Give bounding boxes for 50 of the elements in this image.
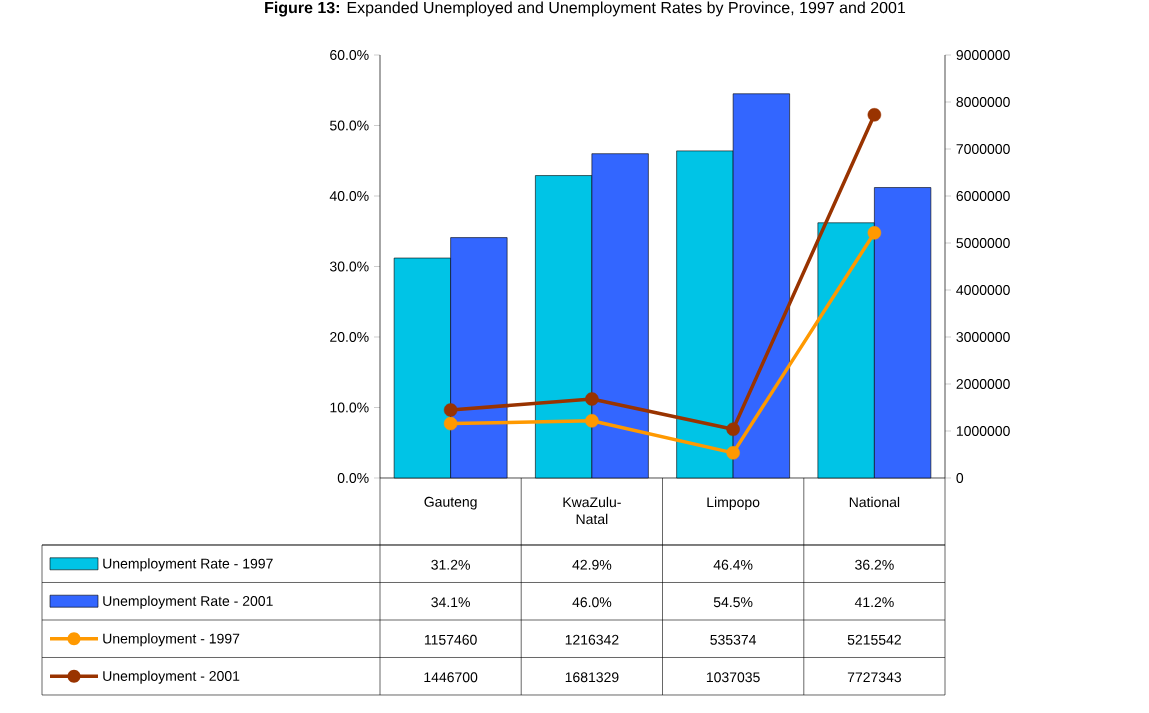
data-label: 535374 (710, 634, 757, 645)
legend-label: Unemployment Rate - 1997 (103, 558, 273, 572)
y2-tick-label: 5000000 (956, 238, 1010, 248)
chart-title: Figure 13: Expanded Unemployed and Unemployment Rates by Province, 1997 and 2001 (265, 1, 906, 17)
y2-tick-label: 4000000 (956, 285, 1010, 295)
legend-label: Unemployment - 2001 (103, 670, 240, 684)
y2-tick-label: 2000000 (956, 379, 1010, 389)
point (443, 416, 458, 431)
point (867, 108, 882, 122)
y-tick-label: 0.0% (337, 473, 369, 483)
point (585, 392, 599, 406)
y2-tick-label: 9000000 (956, 50, 1010, 60)
y2-tick-label: 0 (956, 473, 964, 483)
y-tick-label: 40.0% (329, 191, 369, 201)
y2-tick-label: 7000000 (956, 144, 1010, 154)
y-tick-label: 60.0% (330, 50, 369, 60)
point (585, 414, 599, 428)
y2-tick-label: 6000000 (956, 191, 1010, 201)
data-label: 36.2% (855, 559, 894, 570)
legend-label: Unemployment Rate - 2001 (103, 595, 273, 609)
data-label: 1216342 (565, 634, 619, 645)
data-label: 5215542 (847, 634, 901, 645)
data-label: 46.0% (572, 597, 612, 608)
y2-tick-label: 1000000 (956, 426, 1010, 436)
data-label: 34.1% (431, 597, 470, 608)
data-label: 31.2% (431, 559, 470, 570)
data-label: 54.5% (713, 597, 753, 608)
data-label: 1037035 (706, 672, 760, 683)
x-tick-label: Limpopo (707, 496, 760, 510)
x-tick-label: Gauteng (424, 496, 477, 510)
y-tick-label: 50.0% (330, 120, 369, 131)
x-tick-label: National (849, 496, 900, 508)
data-label: 1157460 (424, 634, 477, 645)
data-label: 1446700 (424, 672, 478, 683)
y2-tick-label: 8000000 (956, 97, 1010, 107)
point (443, 403, 458, 417)
data-label: 46.4% (713, 559, 753, 570)
y-tick-label: 30.0% (329, 261, 369, 272)
y2-tick-label: 3000000 (956, 332, 1010, 342)
point (726, 446, 740, 460)
y-tick-label: 20.0% (330, 332, 369, 342)
data-label: 41.2% (854, 597, 894, 608)
data-label: 42.9% (572, 559, 612, 570)
x-tick-label: KwaZulu-Natal (563, 496, 621, 525)
point (726, 422, 740, 437)
data-label: 1681329 (565, 672, 619, 683)
point (867, 226, 882, 240)
data-label: 7727343 (847, 672, 902, 683)
y-tick-label: 10.0% (330, 402, 369, 413)
legend-label: Unemployment - 1997 (103, 633, 240, 647)
